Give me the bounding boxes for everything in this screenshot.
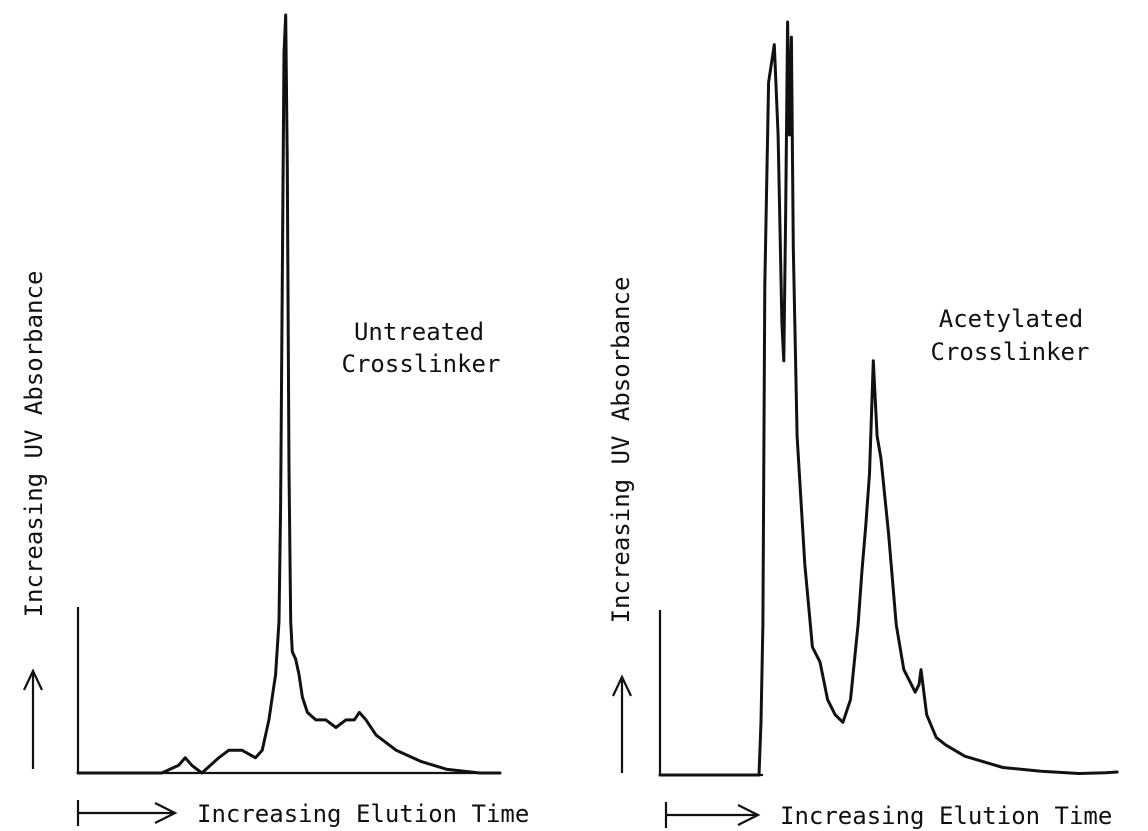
chart-untreated-annotation-line1: Untreated	[354, 318, 484, 346]
chart-acetylated-x-label: Increasing Elution Time	[780, 802, 1112, 830]
chart-acetylated-trace	[658, 20, 1119, 777]
chart-acetylated-annotation-line1: Acetylated	[939, 305, 1084, 333]
chart-untreated-annotation-line2: Crosslinker	[342, 350, 501, 378]
chart-untreated-x-label: Increasing Elution Time	[197, 800, 529, 828]
chart-untreated: Untreated Crosslinker Increasing UV Abso…	[20, 13, 529, 828]
chart-untreated-y-arrow-icon	[23, 668, 43, 769]
chart-untreated-y-label: Increasing UV Absorbance	[20, 271, 48, 618]
chart-acetylated-annotation-line2: Crosslinker	[931, 338, 1090, 366]
chart-acetylated-x-arrow-icon	[664, 802, 761, 828]
chart-untreated-x-arrow-icon	[76, 800, 178, 826]
chart-acetylated-y-label: Increasing UV Absorbance	[607, 277, 635, 624]
chart-untreated-trace	[76, 13, 502, 775]
chart-acetylated-y-arrow-icon	[612, 674, 632, 773]
chart-acetylated: Acetylated Crosslinker Increasing UV Abs…	[607, 20, 1119, 830]
